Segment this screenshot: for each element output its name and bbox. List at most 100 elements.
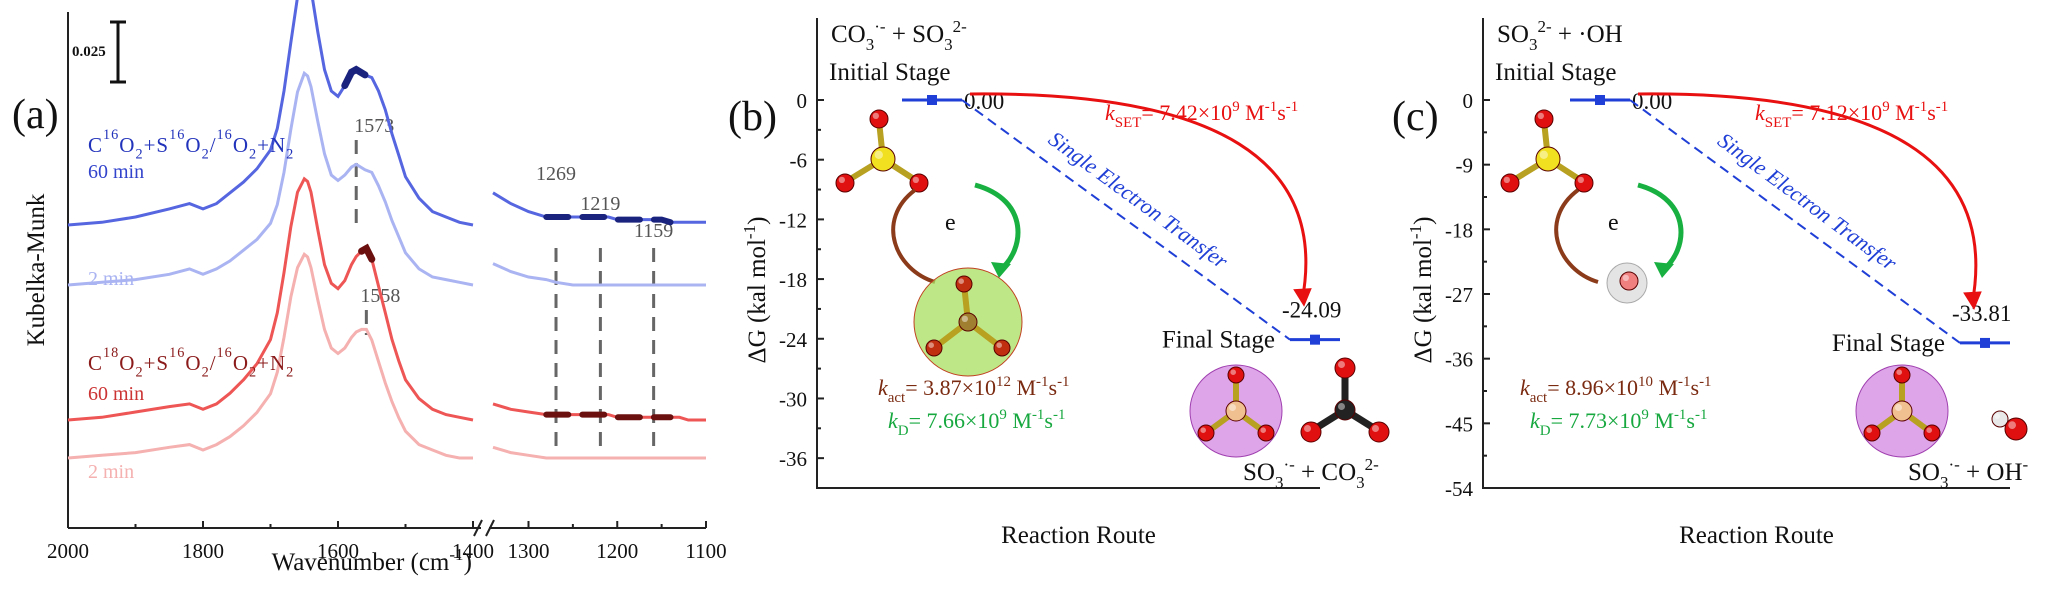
oxygen-atom xyxy=(1923,424,1941,442)
energy-point xyxy=(927,95,937,105)
oxygen-atom xyxy=(1197,424,1215,442)
y-tick-label: -27 xyxy=(1445,283,1473,307)
spectrum-line xyxy=(67,0,474,227)
energy-point xyxy=(1980,337,1990,348)
panel-label-a: (a) xyxy=(12,92,59,138)
y-axis-title: Kubelka-Munk xyxy=(23,193,50,346)
atom-highlight xyxy=(996,342,1002,349)
atom-highlight xyxy=(1896,369,1902,376)
products-label: SO3·- + CO32- xyxy=(1243,455,1379,492)
peak-label: 1573 xyxy=(354,115,394,137)
oxygen-atom xyxy=(1500,173,1520,193)
x-tick-label: 1400 xyxy=(452,539,494,563)
oxygen-atom xyxy=(909,173,929,193)
x-tick-label: 1800 xyxy=(182,539,224,563)
atom-highlight xyxy=(1260,427,1266,434)
atom-highlight xyxy=(1230,369,1236,376)
y-tick-label: 0 xyxy=(1463,89,1474,113)
scale-bar-label: 0.025 xyxy=(72,44,106,60)
x-tick-label: 1100 xyxy=(685,539,726,563)
final-stage-label: Final Stage xyxy=(1832,330,1945,357)
band-fit-segment xyxy=(543,214,674,226)
atom-highlight xyxy=(1994,413,2000,420)
initial-stage-label: Initial Stage xyxy=(829,59,951,86)
atom-highlight xyxy=(2008,421,2016,429)
carbon-atom xyxy=(1334,399,1356,421)
spectrum-line xyxy=(67,70,474,287)
electron-arrowhead xyxy=(1654,262,1674,278)
y-tick-label: -54 xyxy=(1445,477,1473,501)
group-label: C18O2+S16O2/16O2+N2 xyxy=(88,345,294,381)
oxygen-atom xyxy=(1893,366,1911,384)
rate-set-label: kSET= 7.42×109 M-1s-1 xyxy=(1105,99,1298,131)
sulfur-atom xyxy=(1891,400,1913,422)
oxygen-atom xyxy=(1368,421,1390,443)
oxygen-atom xyxy=(993,339,1011,357)
atom-highlight xyxy=(1503,176,1510,184)
reactants-label: CO3·- + SO32- xyxy=(831,17,967,54)
oxygen-atom xyxy=(955,275,973,293)
energy-point xyxy=(1310,334,1320,345)
atom-highlight xyxy=(1229,404,1236,411)
reference-label: 1219 xyxy=(580,193,620,215)
atom-highlight xyxy=(1866,427,1872,434)
atom-highlight xyxy=(1338,361,1345,368)
atom-highlight xyxy=(1577,176,1584,184)
electron-arrow-brown xyxy=(891,188,936,284)
transfer-label: Single Electron Transfer xyxy=(1713,127,1902,275)
atom-highlight xyxy=(961,315,968,322)
electron-label: e xyxy=(945,210,956,236)
oxygen-atom xyxy=(1619,271,1639,291)
x-tick-label: 1200 xyxy=(596,539,638,563)
final-stage-label: Final Stage xyxy=(1162,327,1275,354)
set-arrow xyxy=(1637,92,1978,306)
y-tick-label: -36 xyxy=(779,447,807,471)
rate-diff-label: kD= 7.66×109 M-1s-1 xyxy=(888,407,1065,439)
transfer-label: Single Electron Transfer xyxy=(1044,126,1233,274)
reactants-label: SO32- + ·OH xyxy=(1497,17,1623,54)
atom-highlight xyxy=(1537,112,1544,119)
electron-arrow-brown xyxy=(1554,188,1599,284)
spectrum-line xyxy=(67,176,474,422)
group-label: C16O2+S16O2/16O2+N2 xyxy=(88,127,294,163)
panel-label: (b) xyxy=(728,94,777,140)
spectrum-line xyxy=(492,445,706,460)
atom-highlight xyxy=(872,112,879,119)
electron-arrowhead xyxy=(991,262,1011,278)
spectrum-line xyxy=(67,251,473,460)
x-axis-title: Wavenumber (cm-1) xyxy=(272,545,472,576)
reference-label: 1269 xyxy=(536,163,576,185)
initial-stage-label: Initial Stage xyxy=(1495,59,1617,86)
atom-highlight xyxy=(1200,427,1206,434)
spectrum-line xyxy=(492,262,706,287)
sulfur-atom xyxy=(1225,400,1247,422)
series-label: 2 min xyxy=(88,268,134,290)
rate-set-label: kSET= 7.12×109 M-1s-1 xyxy=(1755,99,1948,131)
set-arrow xyxy=(969,92,1308,302)
rate-act-label: kact= 8.96×1010 M-1s-1 xyxy=(1520,374,1712,406)
peak-fit-segment xyxy=(358,243,376,263)
series-label: 60 min xyxy=(88,383,144,405)
atom-highlight xyxy=(1338,403,1345,410)
reference-label: 1159 xyxy=(634,220,673,242)
y-tick-label: -30 xyxy=(779,387,807,411)
series-label: 60 min xyxy=(88,161,144,183)
atom-highlight xyxy=(1372,425,1379,432)
rate-diff-label: kD= 7.73×109 M-1s-1 xyxy=(1530,407,1707,439)
energy-value-label: -24.09 xyxy=(1282,298,1341,323)
oxygen-atom xyxy=(1534,109,1554,129)
y-tick-label: -12 xyxy=(779,208,807,232)
oxygen-atom xyxy=(1863,424,1881,442)
y-tick-label: 0 xyxy=(797,89,808,113)
atom-highlight xyxy=(1304,425,1311,432)
atom-highlight xyxy=(1539,150,1549,159)
axis-break-mark xyxy=(485,519,495,537)
oxygen-atom xyxy=(835,173,855,193)
transfer-dashed-line xyxy=(961,99,1291,341)
atom-highlight xyxy=(1926,427,1932,434)
y-tick-label: -24 xyxy=(779,328,807,352)
x-tick-label: 2000 xyxy=(47,539,89,563)
oxygen-atom xyxy=(1574,173,1594,193)
sulfur-atom xyxy=(870,146,896,172)
